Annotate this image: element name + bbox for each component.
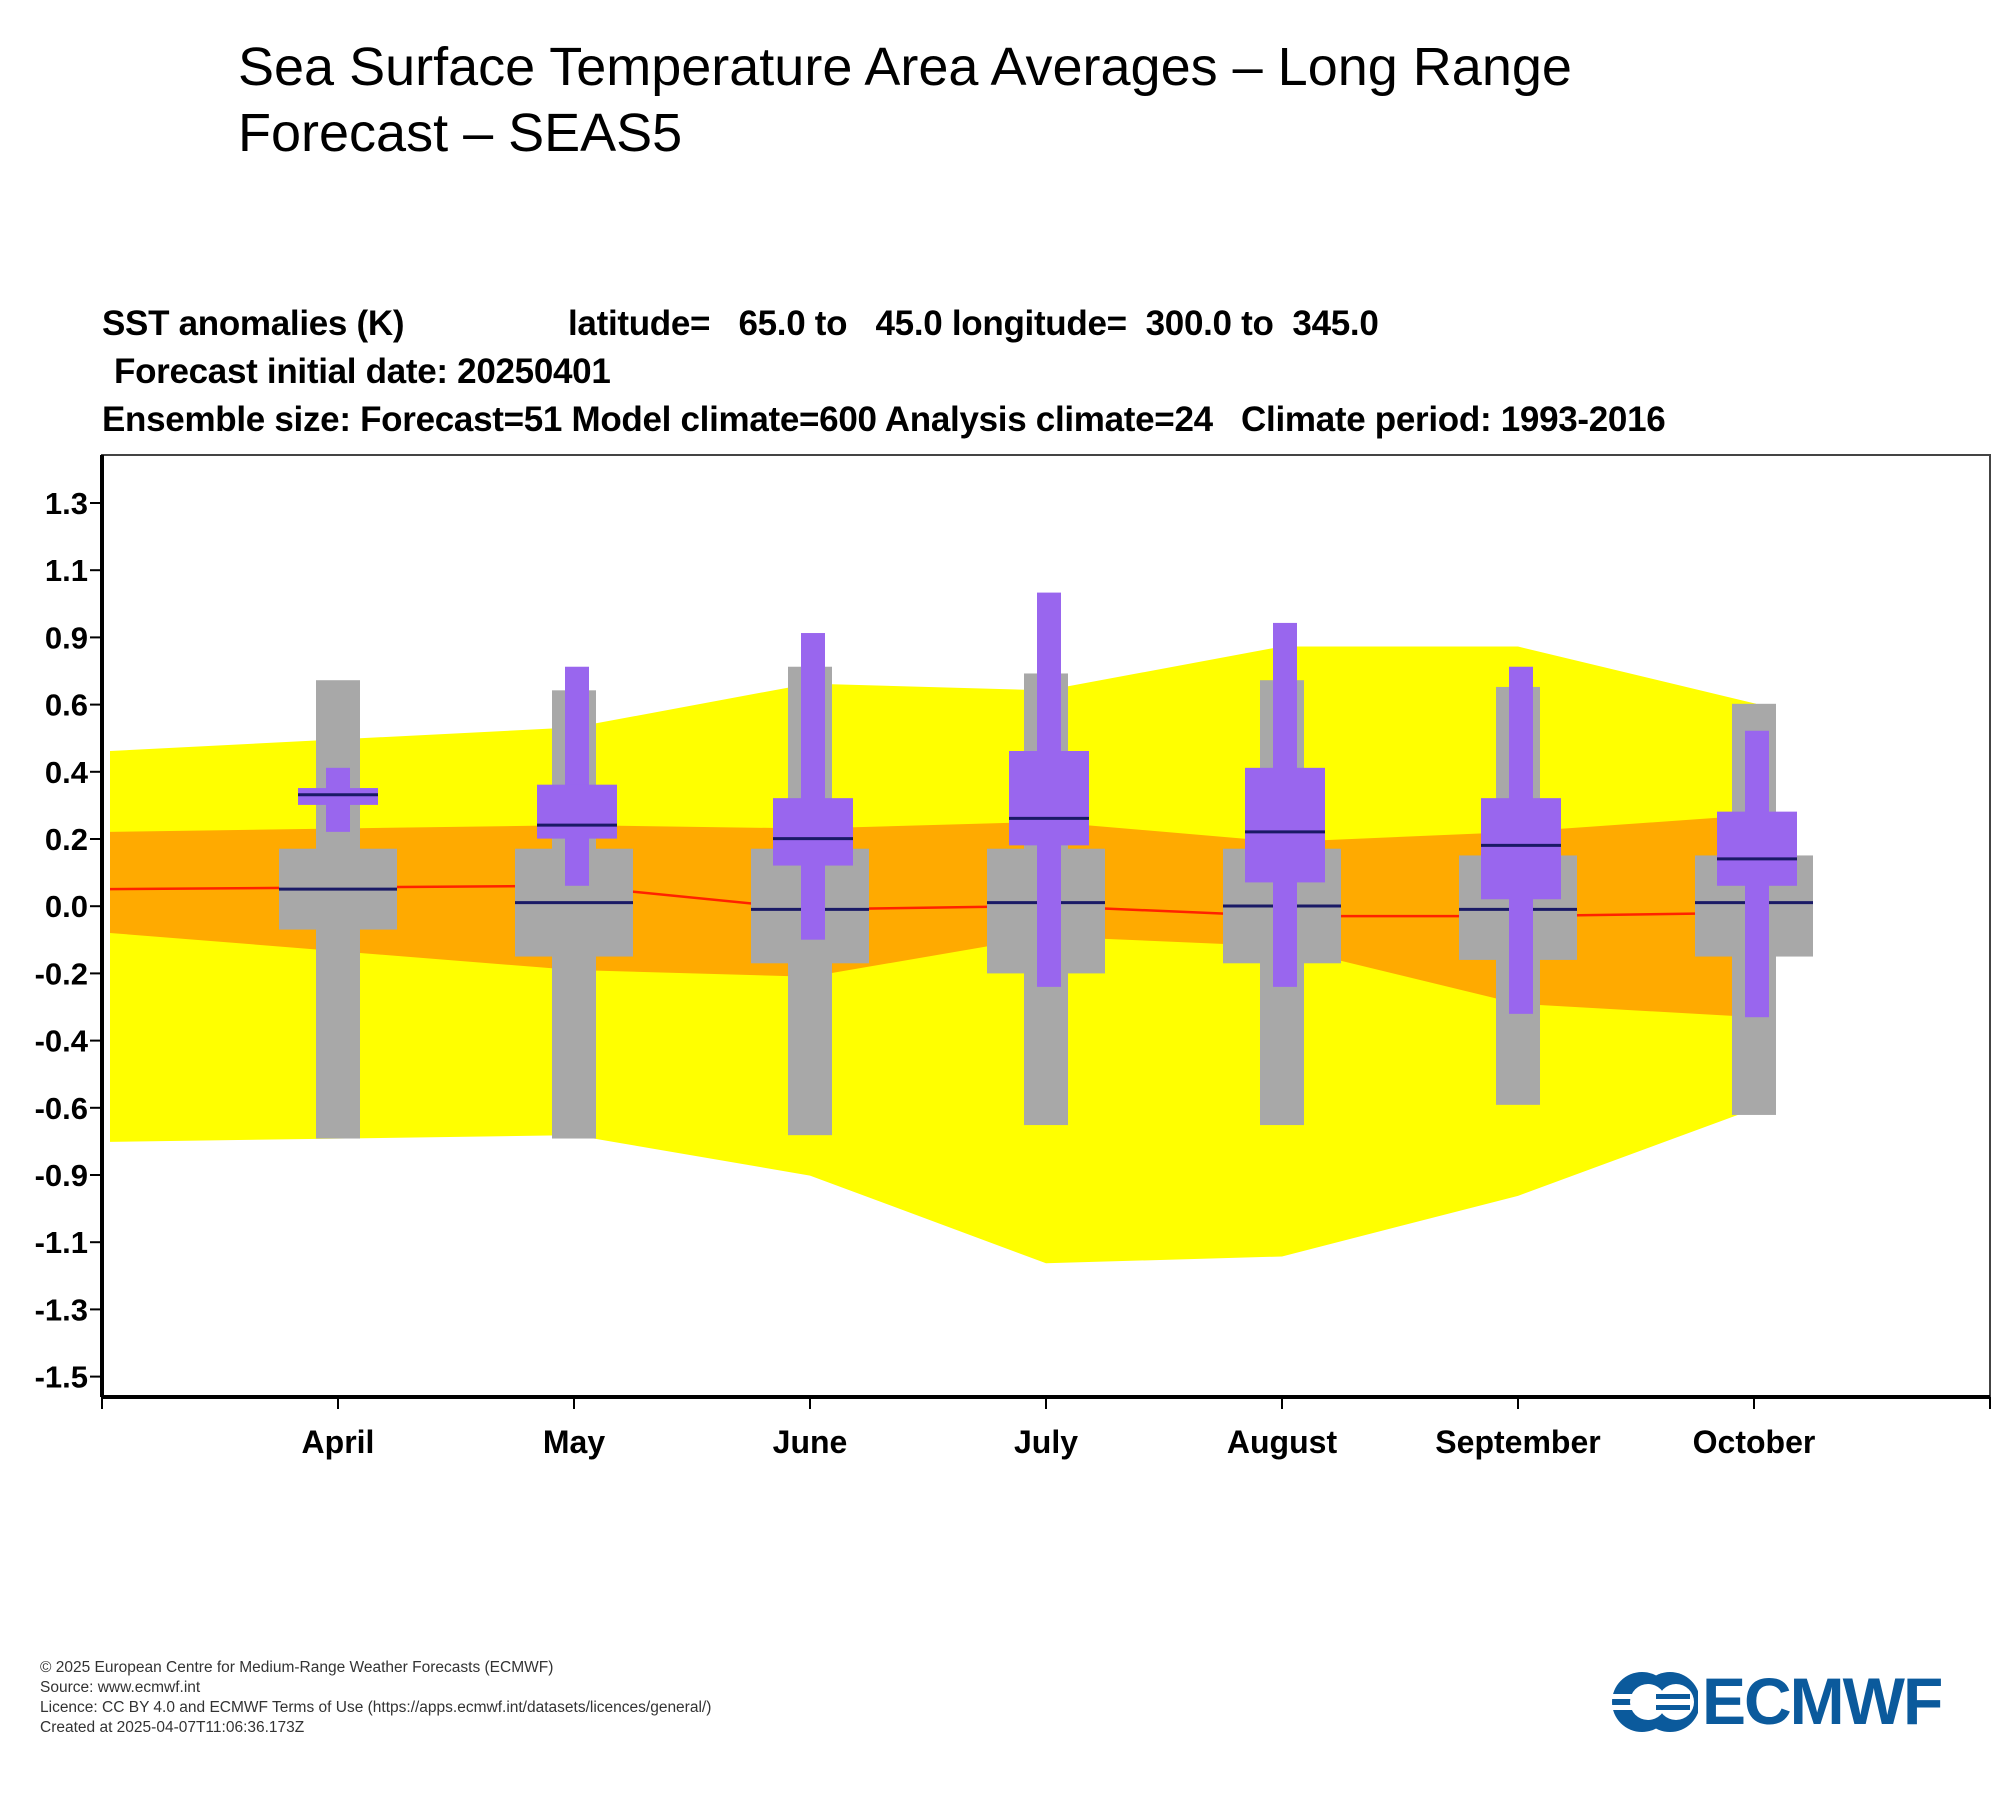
x-tick-label: September (1435, 1424, 1600, 1460)
y-tick-label: -0.9 (35, 1158, 88, 1193)
forecast-boxes (298, 592, 1797, 1018)
page-title-line1: Sea Surface Temperature Area Averages – … (238, 37, 1572, 97)
y-tick-label: -1.3 (35, 1292, 88, 1327)
page-title-line2: Forecast – SEAS5 (238, 103, 683, 163)
forecast-whisker-2 (801, 633, 825, 940)
ecmwf-logo-text: ECMWF (1702, 1664, 1943, 1738)
x-tick-label: July (1014, 1424, 1078, 1460)
y-tick-label: 1.3 (45, 486, 88, 521)
y-tick-label: 0.6 (45, 688, 88, 723)
forecast-date-label: Forecast initial date: 20250401 (114, 352, 611, 391)
forecast-whisker-1 (565, 666, 589, 886)
chart-axes: 1.3 1.1 0.9 0.6 0.4 0.2 0.0 -0.2 -0.4 -0.6 -0.9 -1.… (35, 454, 1991, 1460)
forecast-box-3 (1009, 750, 1089, 846)
ecmwf-logo: ECMWF (1608, 1662, 1978, 1742)
source-text: Source: www.ecmwf.int (40, 1679, 201, 1696)
y-tick-label: 0.2 (45, 822, 88, 857)
forecast-box-1 (537, 784, 617, 839)
forecast-box-0 (298, 788, 378, 805)
chart-region-label: latitude= 65.0 to 45.0 longitude= 300.0 … (568, 304, 1379, 343)
ensemble-info-label: Ensemble size: Forecast=51 Model climate… (102, 400, 1666, 439)
y-tick-label: -1.5 (35, 1360, 88, 1395)
x-tick-label: June (773, 1424, 848, 1460)
x-tick-label: August (1227, 1424, 1338, 1460)
y-tick-label: 0.9 (45, 620, 88, 655)
forecast-box-4 (1245, 767, 1325, 883)
licence-text: Licence: CC BY 4.0 and ECMWF Terms of Us… (40, 1699, 712, 1716)
x-tick-label: April (302, 1424, 375, 1460)
footer: © 2025 European Centre for Medium-Range … (40, 1658, 711, 1738)
y-tick-label: 0.0 (45, 889, 88, 924)
chart-variable-label: SST anomalies (K) (102, 304, 405, 343)
created-text: Created at 2025-04-07T11:06:36.173Z (40, 1719, 305, 1736)
y-tick-label: -0.6 (35, 1091, 88, 1126)
y-tick-label: -0.2 (35, 956, 88, 991)
ecmwf-logo-icon (1608, 1672, 1698, 1732)
x-tick-label: October (1693, 1424, 1816, 1460)
page-title: Sea Surface Temperature Area Averages – … (238, 34, 1738, 166)
forecast-box-5 (1481, 798, 1561, 900)
x-tick-label: May (543, 1424, 605, 1460)
sst-anomaly-chart: 1.3 1.1 0.9 0.6 0.4 0.2 0.0 -0.2 -0.4 -0.6 -0.9 -1.… (35, 454, 1991, 1460)
forecast-box-2 (773, 798, 853, 866)
y-tick-label: -0.4 (35, 1024, 89, 1059)
copyright-text: © 2025 European Centre for Medium-Range … (40, 1659, 554, 1676)
y-tick-label: -1.1 (35, 1225, 88, 1260)
y-tick-label: 1.1 (45, 553, 88, 588)
forecast-box-6 (1717, 811, 1797, 886)
y-tick-label: 0.4 (45, 755, 89, 790)
